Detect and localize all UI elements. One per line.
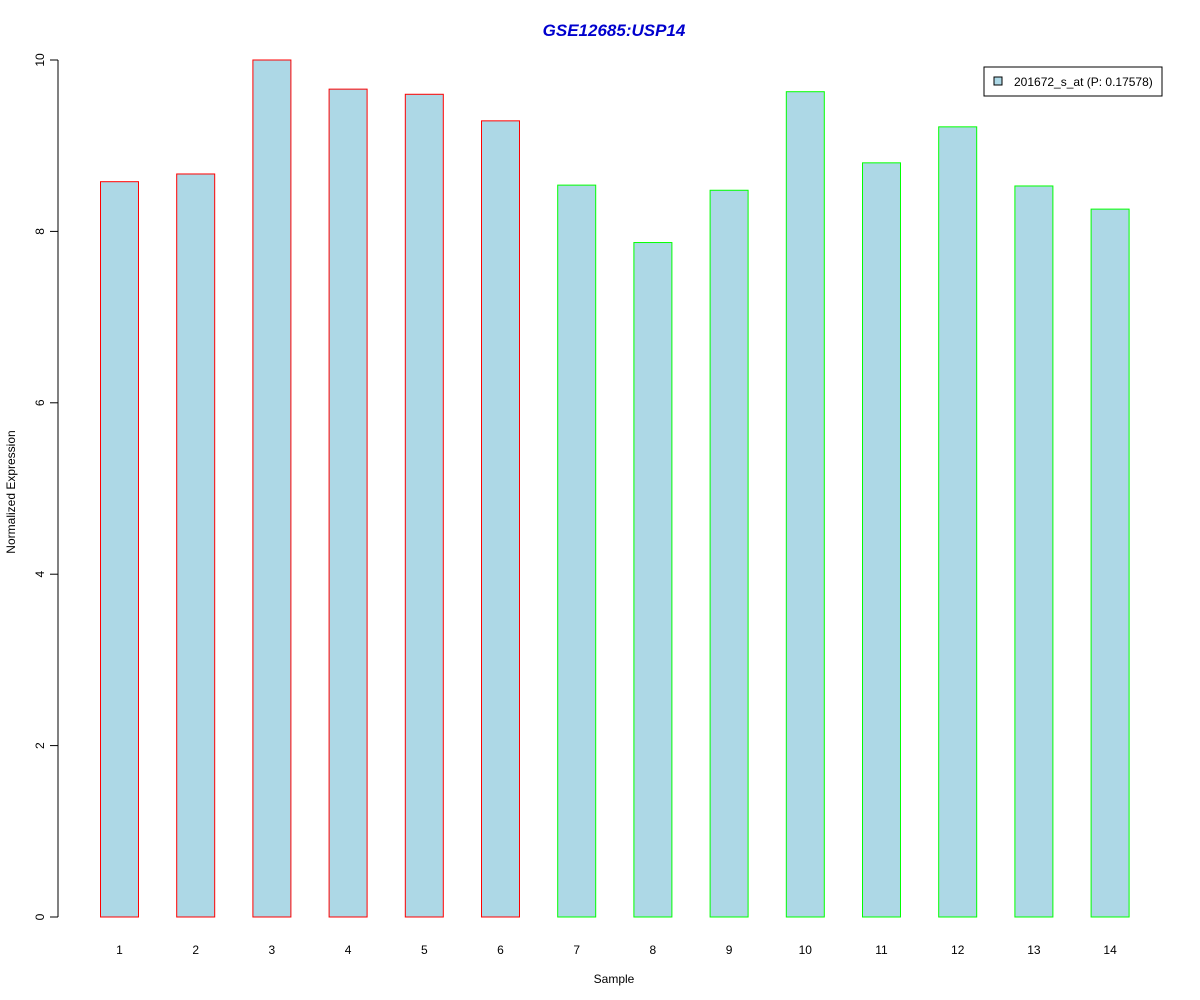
x-tick-label-13: 13 [1027, 943, 1041, 957]
legend: 201672_s_at (P: 0.17578) [983, 66, 1163, 97]
x-axis-label: Sample [594, 972, 635, 986]
x-tick-label-14: 14 [1103, 943, 1117, 957]
bar-10 [785, 91, 825, 918]
y-tick-label-4: 8 [33, 228, 47, 235]
x-tick-label-5: 5 [421, 943, 428, 957]
y-axis-label: Normalized Expression [4, 430, 18, 553]
bar-6 [481, 120, 520, 918]
bar-11 [862, 162, 901, 918]
legend-swatch [993, 76, 1003, 86]
bar-9 [709, 189, 749, 918]
bar-7 [557, 184, 597, 918]
y-tick-label-3: 6 [33, 399, 47, 406]
bar-5 [404, 93, 444, 918]
y-tick-label-2: 4 [33, 571, 47, 578]
x-tick-label-3: 3 [269, 943, 276, 957]
x-tick-labels: 1 2 3 4 5 6 7 8 9 10 11 12 13 14 [116, 943, 1117, 957]
x-tick-label-11: 11 [875, 943, 888, 957]
legend-box [983, 66, 1163, 97]
legend-label: 201672_s_at (P: 0.17578) [1014, 75, 1153, 89]
bar-8 [633, 242, 673, 918]
bar-1 [100, 181, 139, 918]
x-tick-label-1: 1 [116, 943, 123, 957]
bars-group [100, 59, 1130, 918]
y-axis: 0 2 4 6 8 10 [33, 53, 59, 920]
x-tick-label-4: 4 [345, 943, 352, 957]
chart-title: GSE12685:USP14 [543, 21, 686, 40]
bar-12 [938, 126, 978, 918]
bar-3 [252, 59, 292, 918]
x-tick-label-10: 10 [799, 943, 813, 957]
x-tick-label-9: 9 [726, 943, 733, 957]
bar-14 [1090, 208, 1130, 918]
x-tick-label-7: 7 [573, 943, 580, 957]
x-tick-label-2: 2 [192, 943, 199, 957]
y-tick-label-5: 10 [33, 53, 47, 67]
bar-4 [328, 88, 368, 918]
x-tick-label-12: 12 [951, 943, 965, 957]
y-tick-label-0: 0 [33, 913, 47, 920]
x-tick-label-8: 8 [650, 943, 657, 957]
x-tick-label-6: 6 [497, 943, 504, 957]
bar-2 [176, 173, 216, 918]
bar-13 [1014, 185, 1054, 918]
y-tick-label-1: 2 [33, 742, 47, 749]
